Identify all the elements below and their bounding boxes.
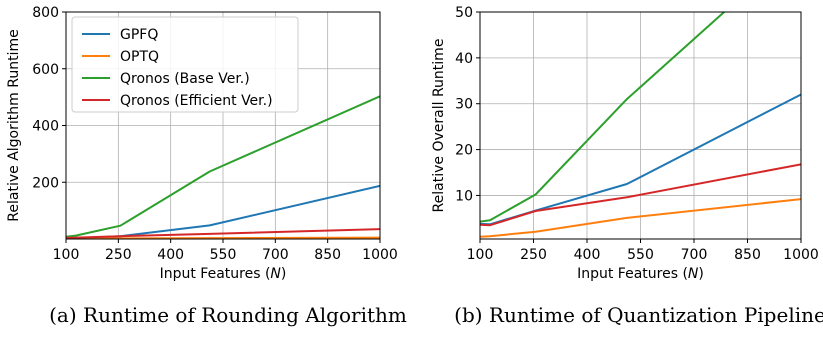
y-tick-label: 10 bbox=[455, 188, 473, 204]
chart-a: 100 250 400 550 700 850 1000 200 400 600 800 Input … bbox=[6, 5, 407, 327]
y-axis-label: Relative Overall Runtime bbox=[431, 39, 447, 213]
y-tick-label: 400 bbox=[32, 119, 59, 135]
x-axis-label: Input Features (N) bbox=[160, 266, 287, 282]
x-tick-label: 550 bbox=[627, 247, 654, 263]
chart-b: 100 250 400 550 700 850 1000 10 20 30 40 50 Input Fe… bbox=[431, 5, 823, 327]
x-tick-label: 550 bbox=[210, 247, 237, 263]
x-tick-label: 400 bbox=[574, 247, 601, 263]
legend: GPFQ OPTQ Qronos (Base Ver.) Qronos (Effici… bbox=[71, 16, 299, 113]
series-line-qronos-base-ver bbox=[66, 95, 380, 238]
x-tick-label: 400 bbox=[157, 247, 184, 263]
series-line-qronos-efficient-ver bbox=[66, 228, 380, 239]
x-tick-label: 100 bbox=[467, 247, 494, 263]
legend-label: GPFQ bbox=[120, 27, 158, 43]
y-tick-label: 30 bbox=[455, 97, 473, 113]
y-tick-label: 200 bbox=[32, 175, 59, 191]
x-tick-label: 850 bbox=[314, 247, 341, 263]
x-tick-label: 700 bbox=[681, 247, 708, 263]
x-tick-label: 700 bbox=[262, 247, 289, 263]
y-tick-label: 20 bbox=[455, 143, 473, 159]
x-tick-label: 100 bbox=[53, 247, 80, 263]
x-tick-label: 250 bbox=[105, 247, 132, 263]
x-tick-label: 850 bbox=[734, 247, 761, 263]
y-axis-label: Relative Algorithm Runtime bbox=[6, 29, 22, 221]
figure-caption: (a) Runtime of Rounding Algorithm bbox=[49, 303, 407, 327]
legend-label: Qronos (Base Ver.) bbox=[120, 71, 250, 87]
legend-label: Qronos (Efficient Ver.) bbox=[120, 93, 273, 109]
x-tick-label: 250 bbox=[520, 247, 547, 263]
y-tick-label: 600 bbox=[32, 62, 59, 78]
legend-box bbox=[71, 16, 299, 113]
y-tick-label: 50 bbox=[455, 5, 473, 21]
x-axis-label: Input Features (N) bbox=[577, 266, 704, 282]
series-line-optq bbox=[480, 198, 801, 238]
x-tick-label: 1000 bbox=[783, 247, 819, 263]
x-tick-label: 1000 bbox=[362, 247, 398, 263]
y-tick-label: 800 bbox=[32, 5, 59, 21]
series-line-qronos-base-ver bbox=[480, 12, 726, 223]
legend-label: OPTQ bbox=[120, 49, 159, 65]
y-tick-label: 40 bbox=[455, 51, 473, 67]
figure-caption: (b) Runtime of Quantization Pipeline bbox=[454, 303, 823, 327]
series-line-qronos-efficient-ver bbox=[480, 163, 801, 227]
